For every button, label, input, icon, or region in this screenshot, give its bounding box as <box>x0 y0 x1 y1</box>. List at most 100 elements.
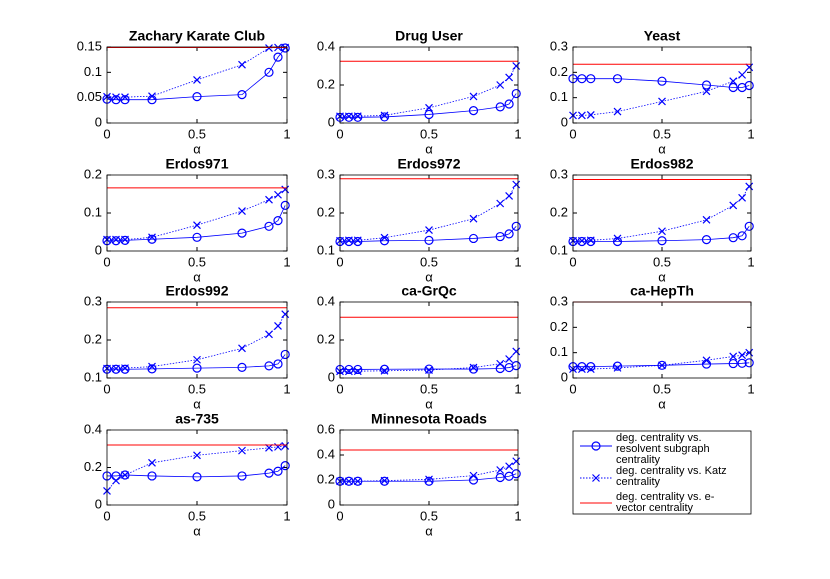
x-marker <box>702 215 711 224</box>
x-tick-label: 0 <box>336 254 343 269</box>
circle-marker <box>744 358 754 368</box>
x-marker <box>496 81 505 89</box>
y-tick-label: 0 <box>561 114 568 129</box>
x-marker <box>238 446 246 455</box>
axes-box <box>572 301 752 379</box>
x-tick-label: 0 <box>103 254 110 269</box>
series-line <box>340 226 517 242</box>
series-line <box>340 473 517 482</box>
legend-marker <box>592 474 600 482</box>
circle-marker <box>273 52 283 62</box>
y-tick-label: 0.4 <box>317 446 335 461</box>
axes-box <box>106 46 288 124</box>
x-marker <box>344 367 353 376</box>
circle-marker <box>495 102 505 112</box>
circle-marker <box>495 231 505 242</box>
x-tick-label: 0.5 <box>188 254 206 269</box>
x-marker <box>353 367 362 376</box>
x-tick-label: 1 <box>283 508 290 523</box>
y-tick-label: 0.1 <box>84 204 102 219</box>
y-tick-label: 0 <box>328 496 335 511</box>
y-tick-label: 0 <box>561 369 568 384</box>
y-tick-label: 0.2 <box>317 76 335 91</box>
series-line <box>107 465 286 478</box>
x-tick-label: 0 <box>569 381 576 396</box>
y-tick-label: 0.1 <box>84 369 102 384</box>
x-tick-label: 0.5 <box>653 254 671 269</box>
y-tick-label: 0.2 <box>550 64 568 79</box>
circle-marker <box>264 67 274 77</box>
y-tick-label: 0 <box>95 496 102 511</box>
x-marker <box>148 233 156 242</box>
x-marker <box>121 471 129 479</box>
circle-marker <box>468 364 479 374</box>
x-marker <box>344 112 353 121</box>
circle-marker <box>511 469 521 479</box>
x-marker <box>121 364 129 373</box>
x-marker <box>469 92 478 101</box>
x-marker <box>380 366 389 375</box>
x-marker <box>148 362 156 371</box>
x-marker <box>577 365 586 374</box>
axes-box <box>572 46 752 124</box>
y-tick-label: 0.4 <box>84 421 102 436</box>
x-marker <box>353 236 362 245</box>
x-axis-label: α <box>658 396 666 411</box>
circle-marker <box>273 216 283 226</box>
legend-label: deg. centrality vs. e-vector centrality <box>616 491 715 514</box>
series-line <box>573 78 750 88</box>
y-tick-label: 0.3 <box>84 293 102 308</box>
x-tick-label: 0 <box>336 508 343 523</box>
x-tick-label: 0.5 <box>653 381 671 396</box>
x-tick-label: 1 <box>514 254 521 269</box>
x-tick-label: 0.5 <box>188 126 206 141</box>
circle-marker <box>701 235 712 245</box>
circle-marker <box>264 361 274 371</box>
circle-marker <box>264 221 274 231</box>
x-tick-label: 0 <box>103 381 110 396</box>
x-marker <box>112 93 120 102</box>
x-tick-label: 1 <box>514 508 521 523</box>
x-marker <box>505 355 514 363</box>
y-tick-label: 0.3 <box>550 166 568 181</box>
x-marker <box>613 107 622 116</box>
x-marker <box>586 365 595 374</box>
circle-marker <box>737 231 747 241</box>
x-tick-label: 0.5 <box>420 254 438 269</box>
circle-marker <box>468 106 479 116</box>
x-marker <box>344 477 353 486</box>
x-tick-label: 0 <box>103 508 110 523</box>
circle-marker <box>192 92 202 102</box>
x-axis-label: α <box>425 396 433 411</box>
x-marker <box>281 310 290 319</box>
x-marker <box>512 457 521 466</box>
y-tick-label: 0.1 <box>550 89 568 104</box>
x-marker <box>745 63 754 72</box>
circle-marker <box>379 476 390 486</box>
circle-marker <box>379 236 390 246</box>
chart-title: Minnesota Roads <box>371 411 487 427</box>
circle-marker <box>744 221 754 231</box>
x-tick-label: 1 <box>747 254 754 269</box>
circle-marker <box>353 112 363 122</box>
circle-marker <box>344 112 354 122</box>
circle-marker <box>280 349 290 360</box>
x-marker <box>193 451 201 460</box>
circle-marker <box>511 221 521 231</box>
circle-marker <box>237 471 247 481</box>
series-line <box>340 93 517 118</box>
circle-marker <box>379 112 390 122</box>
circle-marker <box>612 361 623 371</box>
x-marker <box>512 180 521 189</box>
circle-marker <box>192 472 202 482</box>
x-tick-label: 1 <box>747 126 754 141</box>
circle-marker <box>728 233 738 243</box>
circle-marker <box>737 358 747 368</box>
x-tick-label: 1 <box>283 381 290 396</box>
y-tick-label: 0 <box>95 114 102 129</box>
x-marker <box>469 214 478 223</box>
x-tick-label: 0.5 <box>653 126 671 141</box>
circle-marker <box>264 468 274 478</box>
circle-marker <box>577 236 587 247</box>
